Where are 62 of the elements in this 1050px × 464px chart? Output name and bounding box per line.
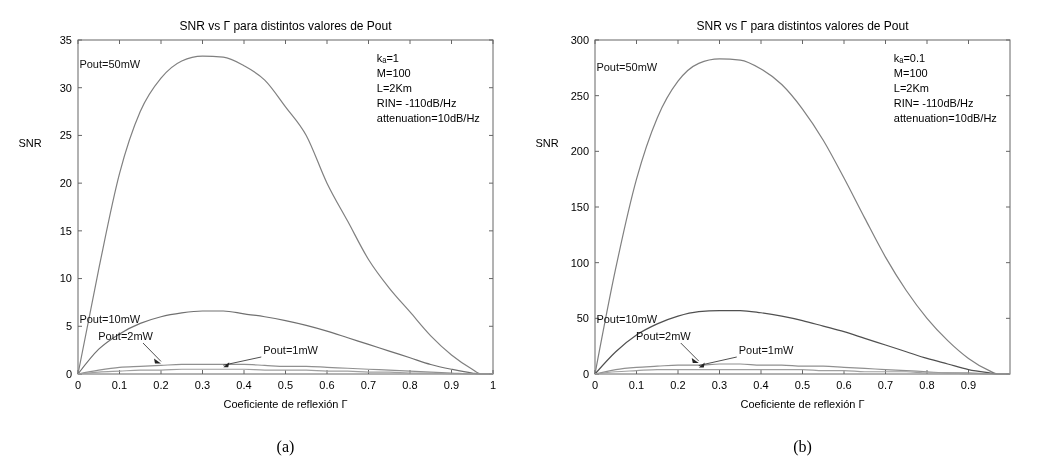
x-tick-label: 1	[489, 379, 497, 391]
text: (b)	[793, 438, 812, 456]
annotation: RIN= -110dB/Hz	[893, 97, 974, 109]
y-tick-label: 200	[570, 145, 589, 158]
annotation: kₐ=0.1	[893, 52, 926, 64]
y-axis-title: SNR	[18, 136, 42, 149]
y-tick-label: 15	[59, 224, 72, 237]
x-tick-label: 0.2	[153, 379, 169, 391]
y-tick-label: 150	[570, 200, 589, 213]
x-tick-label: 0.7	[877, 379, 894, 391]
x-tick-label: 0	[591, 379, 599, 391]
annotation: RIN= -110dB/Hz	[376, 97, 457, 109]
x-tick-label: 0.6	[836, 379, 852, 391]
annotation: L=2Km	[376, 82, 412, 94]
x-tick-label: 0	[74, 379, 82, 391]
x-tick-label: 0.1	[111, 379, 128, 391]
x-tick-label: 0.5	[794, 379, 811, 391]
x-tick-label: 0.4	[753, 379, 769, 391]
annotation: attenuation=10dB/Hz	[893, 112, 997, 124]
y-tick-label: 250	[570, 89, 589, 102]
y-axis-title: SNR	[535, 136, 559, 149]
x-axis-title: Coeficiente de reflexión Γ	[740, 398, 865, 410]
x-tick-label: 0.5	[277, 379, 294, 391]
x-tick-label: 0.9	[443, 379, 460, 391]
series-label: Pout=1mW	[738, 344, 795, 356]
chart-title: SNR vs Γ para distintos valores de Pout	[179, 19, 393, 33]
x-tick-label: 0.1	[628, 379, 645, 391]
text: Pout=2mW	[636, 330, 692, 342]
y-tick-label: 50	[576, 312, 589, 325]
text: Pout=2mW	[98, 330, 154, 342]
x-tick-label: 0.8	[402, 379, 418, 391]
annotation: attenuation=10dB/Hz	[376, 112, 480, 124]
y-tick-label: 5	[65, 320, 72, 333]
annotation: M=100	[893, 67, 928, 79]
series-label: Pout=1mW	[263, 344, 319, 356]
y-tick-label: 0	[65, 367, 72, 380]
y-tick-label: 100	[570, 256, 589, 269]
y-tick-label: 20	[59, 176, 72, 189]
series-label: Pout=10mW	[596, 312, 658, 325]
annotation: M=100	[376, 67, 411, 79]
series-label: Pout=50mW	[596, 60, 658, 73]
y-tick-label: 0	[582, 367, 589, 380]
y-tick-label: 30	[59, 81, 72, 94]
x-tick-label: 0.7	[360, 379, 377, 391]
x-tick-label: 0.6	[319, 379, 335, 391]
x-axis-title: Coeficiente de reflexión Γ	[223, 398, 348, 410]
y-tick-label: 300	[570, 33, 589, 46]
x-tick-label: 0.3	[194, 379, 211, 391]
x-tick-label: 0.3	[711, 379, 728, 391]
y-tick-label: 35	[59, 33, 72, 46]
series-label: Pout=50mW	[79, 58, 141, 71]
x-tick-label: 0.2	[670, 379, 686, 391]
y-tick-label: 10	[59, 272, 72, 285]
y-tick-label: 25	[59, 129, 72, 142]
x-tick-label: 0.9	[960, 379, 977, 391]
annotation: kₐ=1	[376, 52, 399, 64]
chart-title: SNR vs Γ para distintos valores de Pout	[696, 19, 910, 33]
x-tick-label: 0.4	[236, 379, 252, 391]
text: (a)	[276, 438, 295, 456]
series-label: Pout=10mW	[79, 313, 141, 326]
x-tick-label: 0.8	[919, 379, 935, 391]
annotation: L=2Km	[893, 82, 929, 94]
